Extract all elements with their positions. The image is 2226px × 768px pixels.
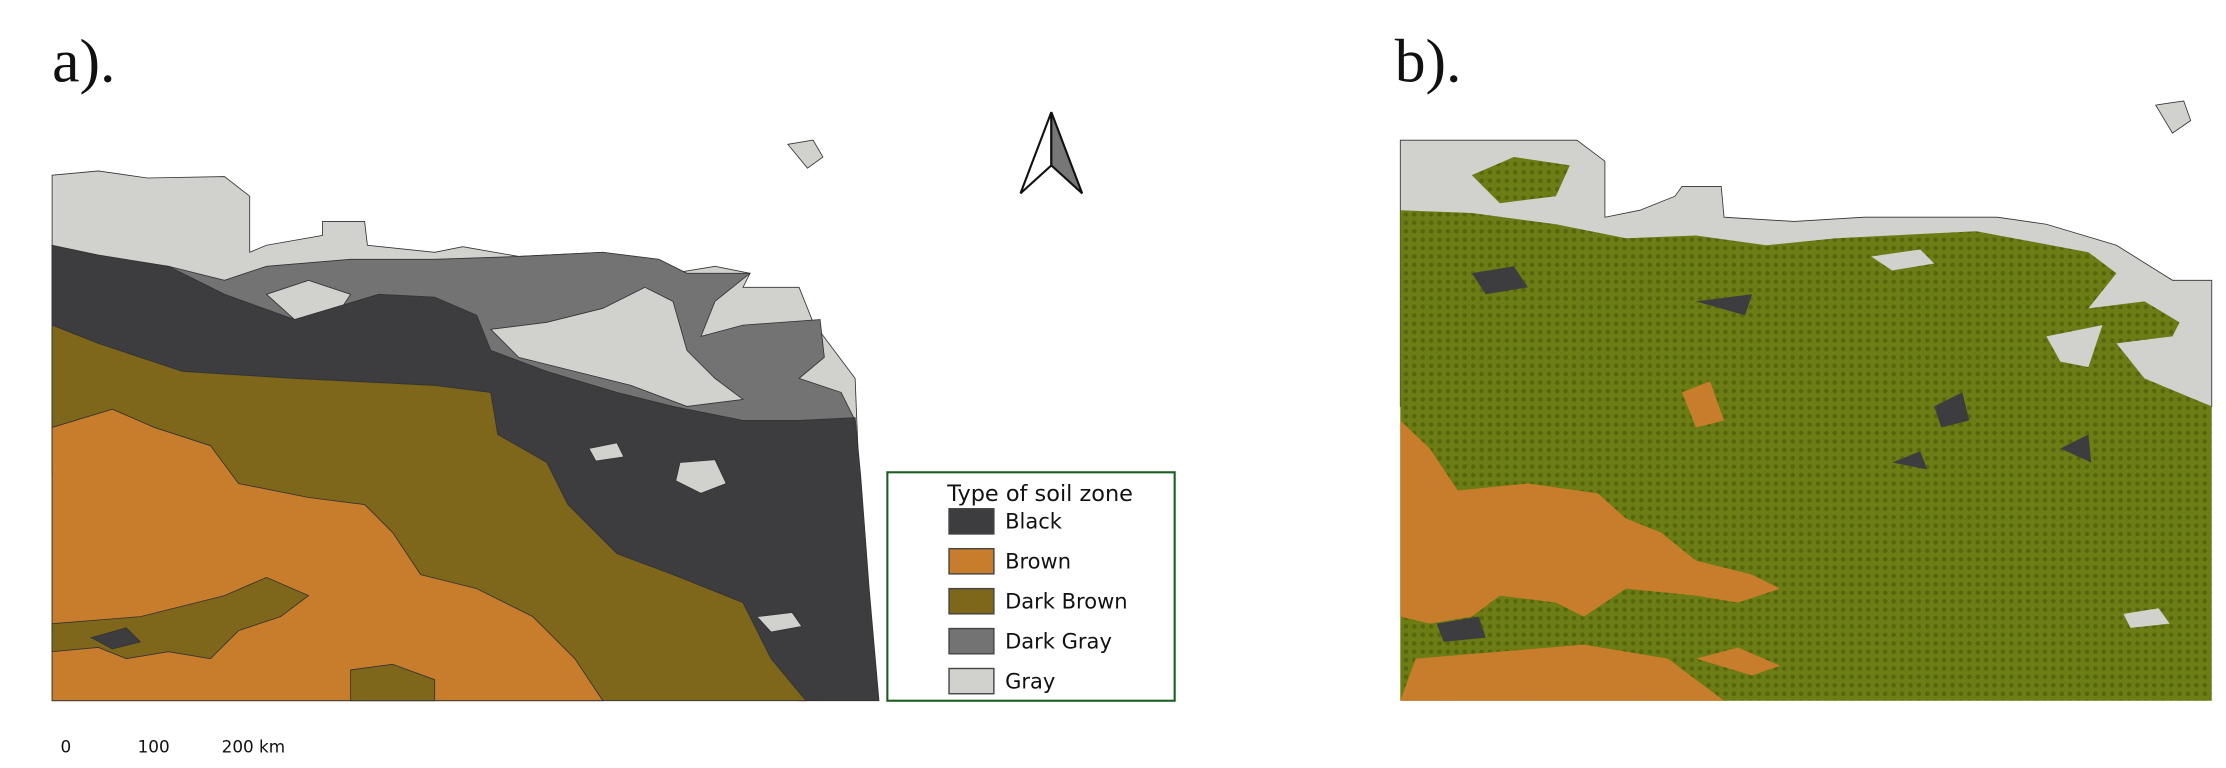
legend-label: Black <box>1005 509 1063 534</box>
soil-map-b <box>1400 101 2211 701</box>
legend-label: Brown <box>1005 549 1071 574</box>
legend-label: Dark Brown <box>1005 589 1128 614</box>
legend-swatch <box>949 509 994 534</box>
legend-swatch <box>949 589 994 614</box>
legend-swatch <box>949 668 994 693</box>
scale-bar: 0 100 200 km <box>61 737 286 757</box>
soil-map-a <box>52 140 879 701</box>
figure: a). Type of soil zone Black Brown Dark Bro… <box>0 0 2226 768</box>
scale-tick: 0 <box>61 737 72 757</box>
panel-label: b). <box>1395 27 1462 95</box>
scale-tick: 200 km <box>222 737 286 757</box>
panel-label: a). <box>52 27 115 95</box>
legend-swatch <box>949 549 994 574</box>
scale-tick: 100 <box>138 737 170 757</box>
legend: Type of soil zone Black Brown Dark Brown Da… <box>887 472 1174 700</box>
legend-swatch <box>949 629 994 654</box>
legend-label: Dark Gray <box>1005 629 1112 654</box>
page: {"panels": [{"label": "a)."}, {"label": … <box>0 0 2226 768</box>
north-arrow <box>1021 112 1083 193</box>
legend-title: Type of soil zone <box>946 481 1133 507</box>
legend-label: Gray <box>1005 669 1055 694</box>
